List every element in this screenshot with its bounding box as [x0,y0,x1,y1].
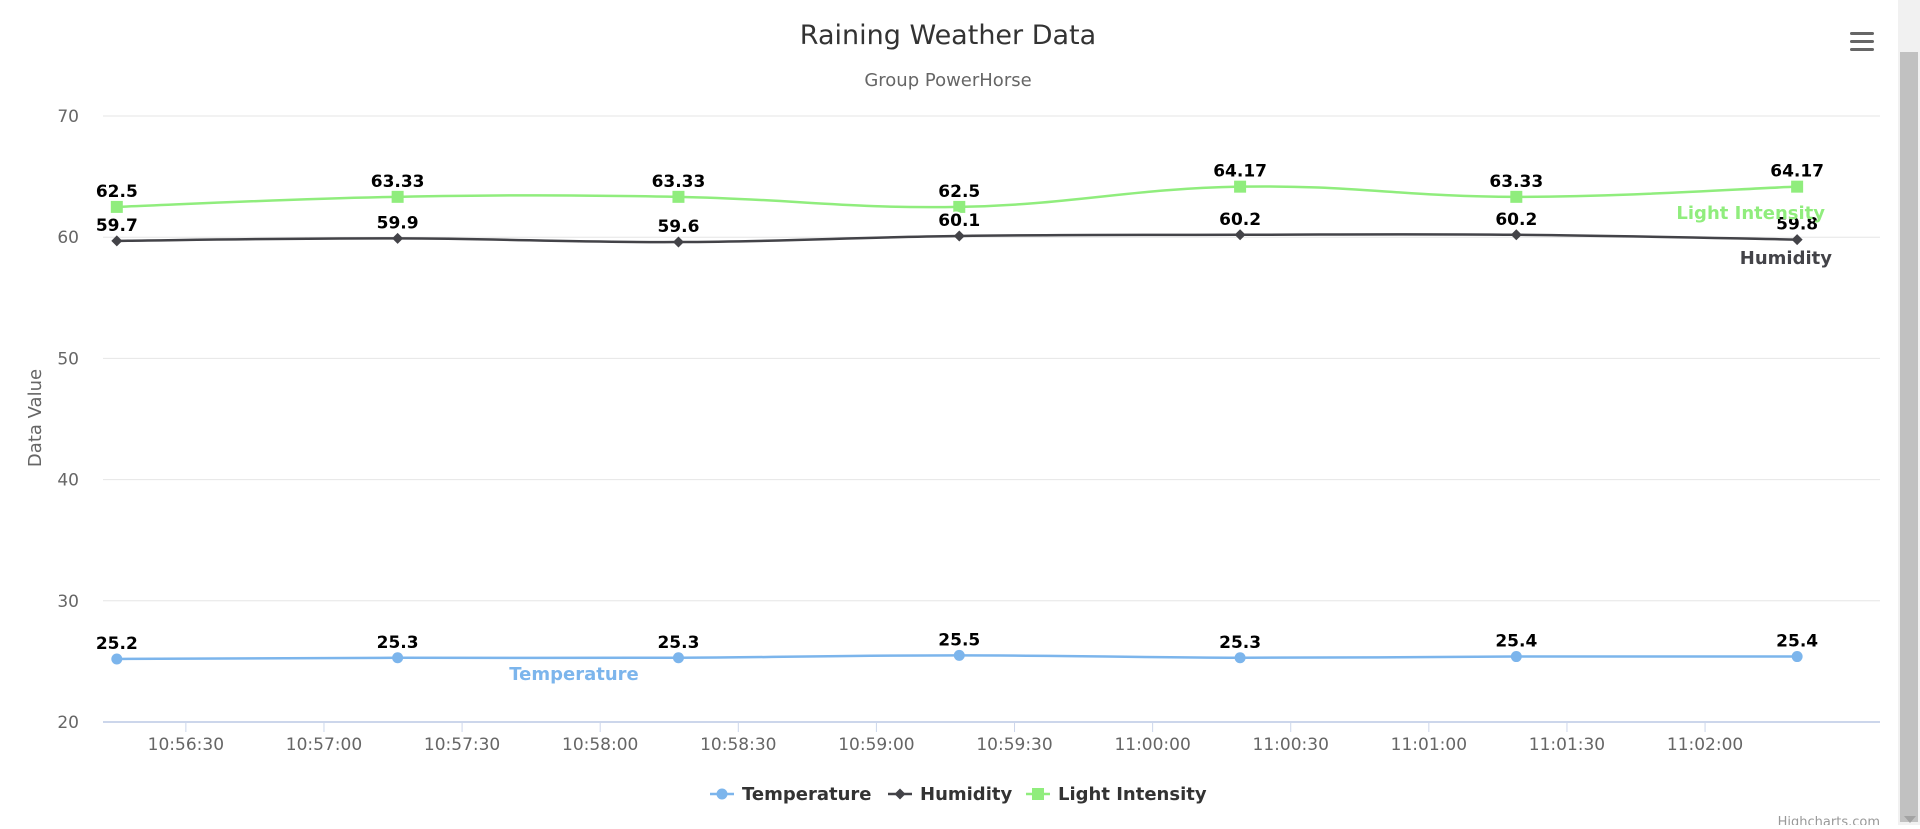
y-tick-label: 50 [57,349,79,369]
light-intensity-point [1510,190,1523,203]
grid-lines [103,115,1880,602]
light-intensity-data-label: 64.17 [1213,162,1267,182]
temperature-data-label: 25.5 [938,630,980,650]
legend-item-humidity[interactable]: Humidity [888,784,1012,805]
light-intensity-point [953,200,966,213]
chart-title: Raining Weather Data [800,20,1096,51]
humidity-data-label: 59.8 [1776,215,1818,235]
x-tick-label: 10:57:00 [286,735,362,755]
humidity-point [1510,229,1522,241]
y-tick-label: 60 [57,228,79,248]
temperature-point [392,652,404,664]
vertical-scrollbar[interactable] [1898,0,1920,825]
scroll-down-arrow-icon[interactable] [1904,816,1916,823]
temperature-point [1791,651,1803,663]
x-tick-label: 11:00:30 [1253,735,1329,755]
data-labels: 25.2 25.3 25.3 25.5 25.3 25.4 25.4 59.7 59.9 59.6… [94,160,1832,685]
x-tick-label: 10:58:30 [700,735,776,755]
light-intensity-data-label: 63.33 [1489,172,1543,192]
x-tick-label: 10:57:30 [424,735,500,755]
humidity-point [1791,234,1803,246]
light-intensity-point [1234,180,1247,193]
temperature-data-label: 25.3 [1219,633,1261,653]
humidity-data-label: 60.2 [1495,210,1537,230]
chart-subtitle: Group PowerHorse [864,70,1031,91]
x-tick-label: 10:58:00 [562,735,638,755]
x-tick-label: 10:56:30 [148,735,224,755]
series-group [110,180,1804,665]
y-axis-title: Data Value [25,369,46,467]
legend-label: Light Intensity [1058,784,1207,805]
light-intensity-data-label: 62.5 [96,182,138,202]
temperature-point [111,653,123,665]
light-intensity-data-label: 64.17 [1770,162,1824,182]
temperature-series-label: Temperature [509,664,638,685]
x-tick-label: 11:00:00 [1114,735,1190,755]
humidity-data-label: 59.9 [377,213,419,233]
x-tick-label: 11:02:00 [1667,735,1743,755]
scrollbar-thumb[interactable] [1900,52,1918,822]
light-intensity-series-label: Light Intensity [1676,203,1825,224]
light-intensity-point [391,190,404,203]
legend-label: Humidity [920,784,1012,805]
humidity-point [392,232,404,244]
humidity-data-label: 59.6 [657,217,699,237]
temperature-data-label: 25.3 [377,633,419,653]
temperature-data-label: 25.4 [1776,632,1818,652]
light-intensity-point [672,190,685,203]
y-tick-label: 70 [57,107,79,127]
humidity-data-label: 60.2 [1219,210,1261,230]
humidity-data-label: 59.7 [96,216,138,236]
legend: Temperature Humidity Light Intensity [710,784,1207,805]
legend-marker-temperature [716,788,728,800]
humidity-point [953,230,965,242]
humidity-point [111,235,123,247]
humidity-point [672,236,684,248]
light-intensity-data-label: 63.33 [371,172,425,192]
legend-marker-light-intensity [1032,788,1044,800]
x-tick-label: 10:59:00 [838,735,914,755]
y-axis: 20 30 40 50 60 70 [57,107,79,733]
x-tick-label: 11:01:00 [1391,735,1467,755]
legend-item-temperature[interactable]: Temperature [710,784,871,805]
humidity-data-label: 60.1 [938,211,980,231]
humidity-point [1234,229,1246,241]
temperature-data-label: 25.3 [657,633,699,653]
legend-item-light-intensity[interactable]: Light Intensity [1026,784,1207,805]
hamburger-menu-icon[interactable] [1849,30,1875,54]
temperature-point [1510,651,1522,663]
light-intensity-point [1791,180,1804,193]
legend-marker-humidity [894,788,906,800]
temperature-data-label: 25.2 [96,634,138,654]
x-tick-label: 10:59:30 [976,735,1052,755]
y-tick-label: 40 [57,471,79,491]
light-intensity-data-label: 63.33 [652,172,706,192]
x-axis: 10:56:30 10:57:00 10:57:30 10:58:00 10:58:30… [103,721,1880,755]
temperature-point [672,652,684,664]
temperature-point [953,649,965,661]
light-intensity-point [110,200,123,213]
humidity-series-label: Humidity [1740,248,1832,269]
legend-label: Temperature [742,784,871,805]
light-intensity-data-label: 62.5 [938,182,980,202]
temperature-point [1234,652,1246,664]
y-tick-label: 30 [57,592,79,612]
credits-link[interactable]: Highcharts.com [1778,815,1880,829]
x-tick-label: 11:01:30 [1529,735,1605,755]
temperature-data-label: 25.4 [1495,632,1537,652]
y-tick-label: 20 [57,713,79,733]
